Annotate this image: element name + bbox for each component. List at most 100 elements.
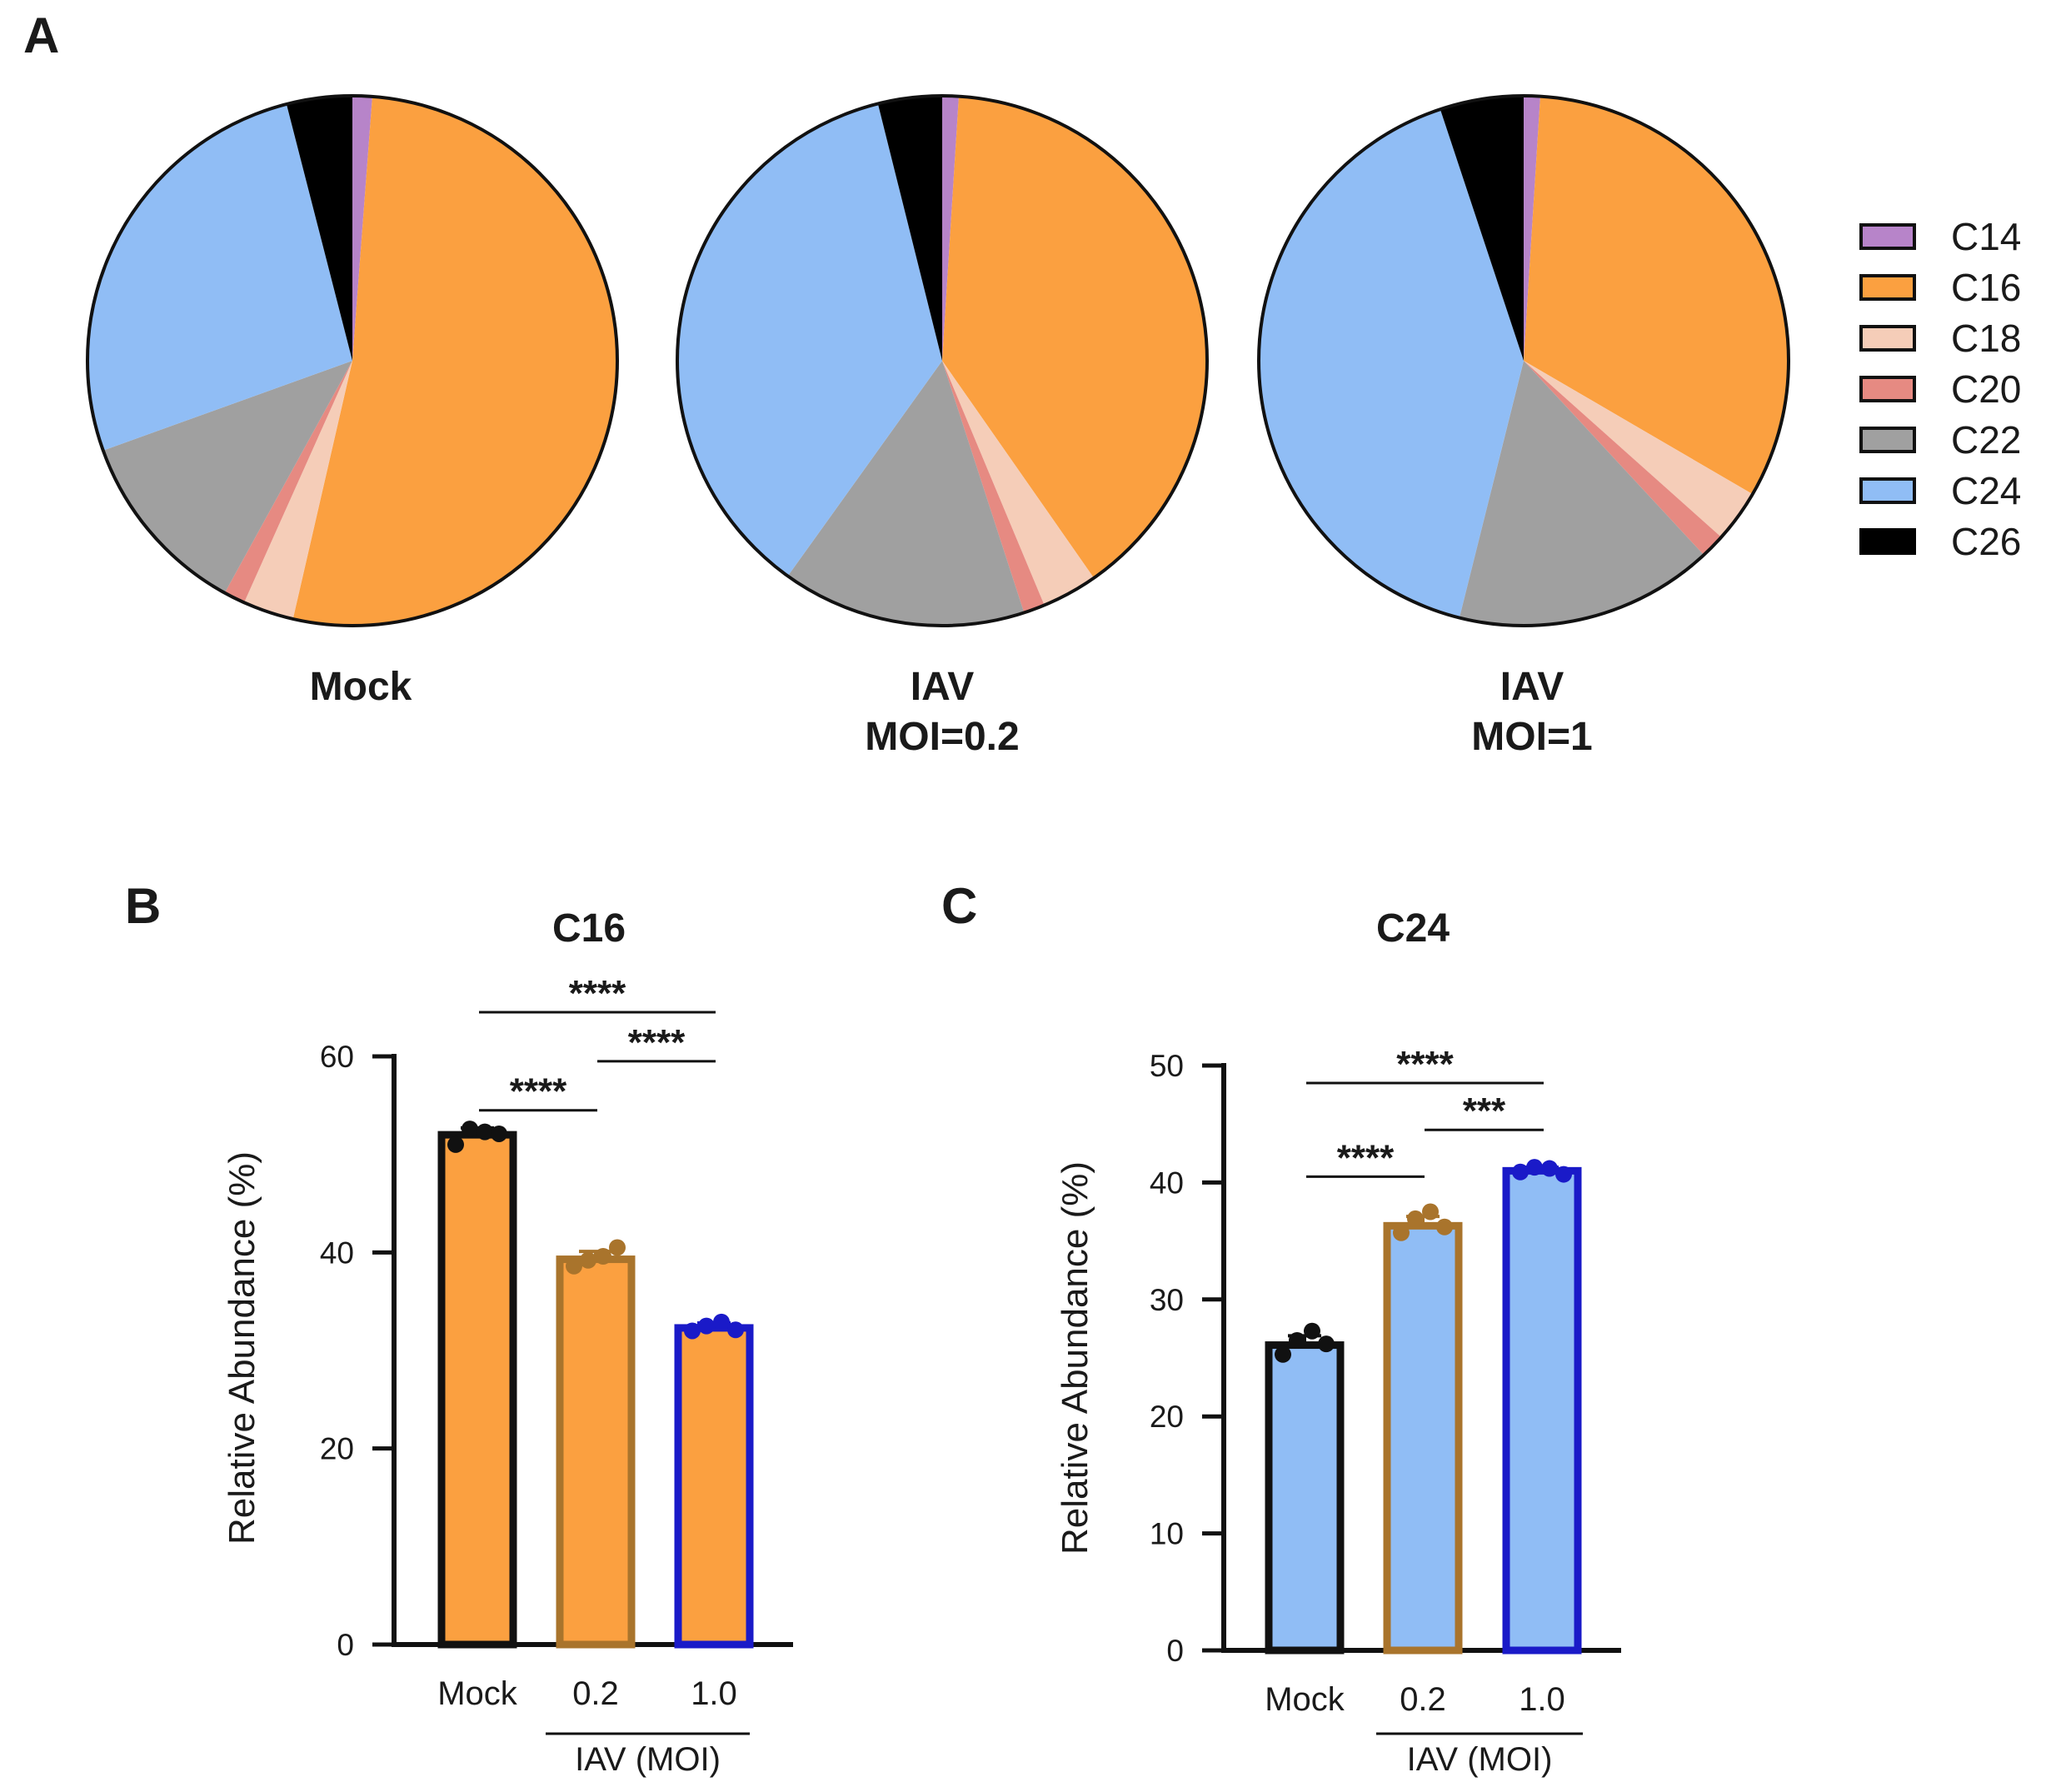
data-point: [684, 1322, 701, 1340]
bar-chart-title: C16: [552, 906, 626, 951]
bar-1-0: [674, 1324, 754, 1649]
pie-slice-c26: [1440, 96, 1524, 361]
y-tick-label: 20: [320, 1432, 354, 1466]
pie-slice-c22: [787, 361, 1025, 626]
x-tick-label: 1.0: [691, 1675, 737, 1712]
bar-chart-c16: C16 Relative Abundance (%) 0 20 40 60 Mock 0.2 1…: [222, 906, 793, 1778]
significance-label: ****: [569, 973, 626, 1014]
bar-1-0: [1502, 1166, 1582, 1655]
data-point: [1512, 1163, 1529, 1181]
data-point: [447, 1136, 464, 1153]
pie-label: IAV: [1500, 665, 1564, 709]
pie-label: MOI=1: [1471, 715, 1592, 759]
pie-slice-c14: [1524, 96, 1540, 361]
legend-label-c16: C16: [1951, 266, 2021, 309]
bar-0-2: [1383, 1221, 1463, 1655]
significance-label: ****: [1396, 1044, 1454, 1085]
pie-label: MOI=0.2: [865, 715, 1019, 759]
legend-swatch-c24: [1859, 477, 1916, 504]
y-tick-label: 30: [1150, 1283, 1184, 1317]
pie-slice-c18: [244, 361, 352, 619]
pie-slice-c20: [224, 361, 352, 603]
y-tick-label: 60: [320, 1040, 354, 1074]
pie-chart-moi-1: IAV MOI=1: [1257, 94, 1790, 759]
panel-letter-c: C: [941, 878, 977, 934]
x-tick-label: Mock: [437, 1675, 518, 1712]
x-group-label: IAV (MOI): [575, 1741, 721, 1778]
panel-letter-a: A: [23, 7, 59, 63]
pie-slice-c24: [1259, 109, 1524, 618]
data-point: [1555, 1166, 1572, 1183]
legend-swatch-c20: [1859, 376, 1916, 402]
pie-label: Mock: [310, 665, 412, 709]
y-axis-label: Relative Abundance (%): [222, 1151, 262, 1545]
data-point: [609, 1239, 626, 1256]
data-point: [1407, 1210, 1424, 1227]
data-point: [713, 1313, 730, 1330]
pie-slice-c16: [292, 96, 618, 626]
data-point: [491, 1125, 507, 1142]
pie-slice-c24: [87, 103, 352, 451]
bar-mock: [437, 1131, 517, 1649]
pie-slice-c26: [286, 96, 352, 361]
legend-swatch-c22: [1859, 427, 1916, 453]
data-point: [1304, 1322, 1320, 1340]
data-point: [1393, 1224, 1410, 1241]
significance-label: ****: [1337, 1137, 1395, 1178]
legend-swatch-c16: [1859, 274, 1916, 301]
pie-slice-c18: [1524, 361, 1753, 537]
pie-legend: C14 C16 C18 C20 C22 C24 C26: [1859, 215, 2021, 563]
pie-slice-c22: [1459, 361, 1704, 626]
y-axis-label: Relative Abundance (%): [1055, 1161, 1095, 1555]
data-point: [566, 1257, 582, 1275]
pie-slice-c26: [877, 96, 942, 361]
data-point: [698, 1317, 715, 1335]
pie-slice-c20: [1524, 361, 1722, 556]
pie-chart-moi-0-2: IAV MOI=0.2: [676, 94, 1209, 759]
pie-slice-c14: [352, 96, 372, 361]
x-tick-label: Mock: [1265, 1681, 1345, 1718]
data-point: [1436, 1218, 1453, 1235]
legend-label-c24: C24: [1951, 469, 2021, 512]
legend-label-c14: C14: [1951, 215, 2021, 258]
pie-slice-c18: [942, 361, 1095, 606]
y-tick-label: 0: [1166, 1634, 1184, 1668]
data-point: [477, 1123, 493, 1141]
pie-outline: [676, 94, 1209, 627]
x-group-label: IAV (MOI): [1407, 1741, 1553, 1778]
data-point: [727, 1321, 744, 1339]
legend-swatch-c18: [1859, 325, 1916, 352]
significance-label: ****: [510, 1071, 567, 1112]
y-tick-label: 10: [1150, 1517, 1184, 1551]
y-tick-label: 20: [1150, 1400, 1184, 1434]
legend-label-c26: C26: [1951, 520, 2021, 563]
bar-chart-c24: C24 Relative Abundance (%) 0 10 20 30 40 50 Mock…: [1055, 906, 1621, 1778]
pie-outline: [86, 94, 619, 627]
data-point: [1318, 1335, 1335, 1353]
pie-slice-c16: [1524, 96, 1789, 495]
pie-slice-c24: [676, 103, 942, 577]
pie-slice-c14: [942, 96, 959, 361]
data-point: [595, 1248, 611, 1265]
legend-label-c18: C18: [1951, 317, 2021, 360]
pie-outline: [1257, 94, 1790, 627]
pie-chart-mock: Mock: [86, 94, 619, 709]
y-tick-label: 0: [337, 1628, 354, 1662]
data-point: [580, 1251, 596, 1269]
data-point: [462, 1121, 478, 1138]
data-point: [1526, 1159, 1543, 1176]
pie-slice-c20: [942, 361, 1045, 613]
data-point: [1275, 1345, 1291, 1363]
y-tick-label: 40: [320, 1235, 354, 1270]
bar-mock: [1265, 1341, 1345, 1655]
significance-label: ***: [1463, 1091, 1506, 1131]
legend-label-c20: C20: [1951, 367, 2021, 411]
x-tick-label: 0.2: [572, 1675, 619, 1712]
pie-slice-c22: [102, 361, 352, 593]
legend-swatch-c14: [1859, 223, 1916, 250]
pie-label: IAV: [911, 665, 974, 709]
data-point: [1541, 1160, 1558, 1177]
bar-chart-title: C24: [1376, 906, 1450, 951]
legend-swatch-c26: [1859, 528, 1916, 555]
